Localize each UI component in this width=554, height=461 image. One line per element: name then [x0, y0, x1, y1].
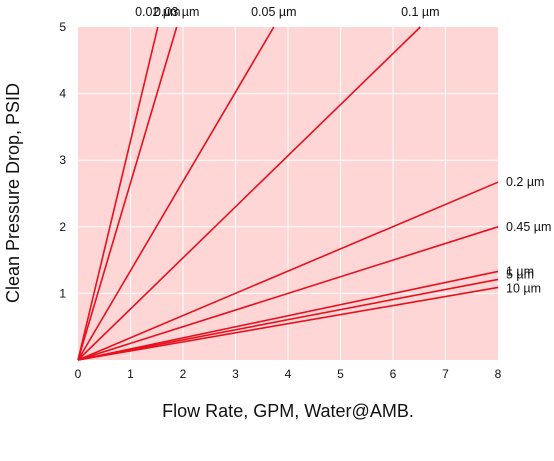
series-label: 5 µm	[506, 267, 534, 281]
series-line	[77, 26, 421, 361]
y-tick-label: 2	[59, 220, 66, 234]
x-tick-label: 5	[337, 367, 344, 381]
series-label: 0.02 µm	[135, 5, 180, 19]
x-tick-label: 2	[180, 367, 187, 381]
series-line	[77, 26, 178, 361]
y-tick-label: 5	[59, 20, 66, 34]
x-tick-label: 1	[127, 367, 134, 381]
series-label: 0.05 µm	[251, 5, 296, 19]
series-line	[77, 270, 499, 361]
series-line	[77, 181, 499, 361]
series-lines	[77, 26, 499, 361]
x-tick-label: 8	[495, 367, 502, 381]
series-line	[77, 286, 499, 361]
series-line	[77, 278, 499, 361]
series-label: 0.45 µm	[506, 220, 551, 234]
x-axis-title: Flow Rate, GPM, Water@AMB.	[162, 401, 414, 421]
x-tick-label: 7	[442, 367, 449, 381]
series-line	[77, 26, 275, 361]
series-labels: 0.02 µm0.03 µm 0.05 µm 0.1 µm 0.2 µm 0.45 µm…	[135, 5, 551, 295]
y-tick-label: 4	[59, 87, 66, 101]
series-label: 0.1 µm	[401, 5, 439, 19]
x-tick-label: 6	[390, 367, 397, 381]
series-label: 10 µm	[506, 281, 541, 295]
x-tick-label: 4	[285, 367, 292, 381]
gridlines	[78, 27, 498, 360]
y-tick-label: 1	[59, 286, 66, 300]
tick-labels: 0 1 2 3 4 5 6 7 8 1 2 3 4 5	[59, 20, 501, 381]
series-line	[77, 226, 499, 361]
y-tick-label: 3	[59, 153, 66, 167]
series-line	[77, 26, 159, 361]
series-label: 1 µm	[506, 264, 534, 278]
series-label: 0.03 µm	[154, 5, 199, 19]
x-tick-label: 0	[75, 367, 82, 381]
x-tick-label: 3	[232, 367, 239, 381]
series-label: 0.2 µm	[506, 175, 544, 189]
y-axis-title: Clean Pressure Drop, PSID	[3, 83, 23, 303]
